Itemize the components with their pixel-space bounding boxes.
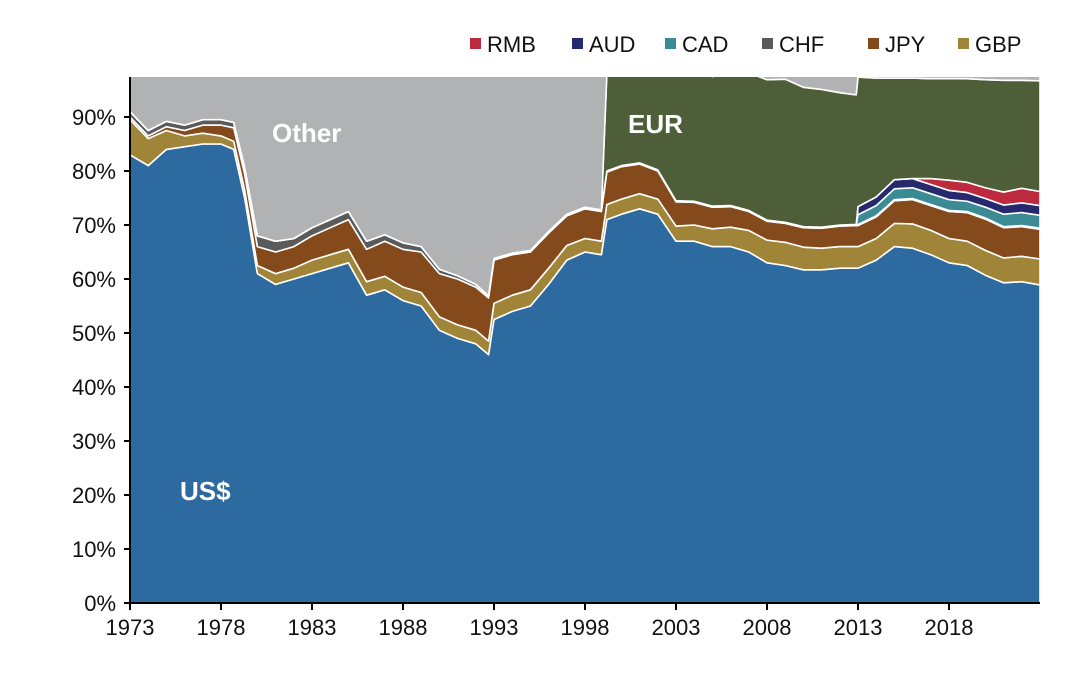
x-tick-label: 2003	[652, 615, 701, 640]
x-tick-label: 2008	[743, 615, 792, 640]
legend-item-chf: CHF	[762, 32, 824, 57]
x-tick-label: 1998	[561, 615, 610, 640]
legend-item-gbp: GBP	[958, 32, 1021, 57]
x-tick-label: 1973	[106, 615, 155, 640]
legend-label: RMB	[487, 32, 536, 57]
legend-item-cad: CAD	[665, 32, 728, 57]
legend-swatch	[762, 38, 773, 49]
legend-swatch	[868, 38, 879, 49]
y-tick-label: 30%	[72, 429, 116, 454]
axes: 0% 10% 20% 30% 40% 50% 60% 70% 80% 90% 1973 1978 198…	[72, 77, 1040, 640]
legend-label: GBP	[975, 32, 1021, 57]
x-tick-label: 2018	[925, 615, 974, 640]
y-tick-label: 0%	[84, 591, 116, 616]
legend-item-aud: AUD	[572, 32, 635, 57]
y-tick-label: 40%	[72, 375, 116, 400]
label-other: Other	[272, 118, 341, 148]
x-tick-label: 1983	[288, 615, 337, 640]
legend-label: JPY	[885, 32, 926, 57]
legend-swatch	[665, 38, 676, 49]
legend: RMB AUD CAD CHF JPY GBP	[470, 32, 1021, 57]
y-tick-label: 80%	[72, 159, 116, 184]
y-tick-label: 60%	[72, 267, 116, 292]
legend-swatch	[470, 38, 481, 49]
x-tick-label: 1978	[197, 615, 246, 640]
y-tick-label: 90%	[72, 105, 116, 130]
legend-swatch	[572, 38, 583, 49]
x-tick-label: 1988	[379, 615, 428, 640]
area-other	[131, 77, 1040, 297]
legend-item-jpy: JPY	[868, 32, 926, 57]
legend-swatch	[958, 38, 969, 49]
y-tick-label: 10%	[72, 537, 116, 562]
legend-label: CHF	[779, 32, 824, 57]
legend-label: CAD	[682, 32, 728, 57]
label-eur: EUR	[628, 109, 683, 139]
y-tick-label: 50%	[72, 321, 116, 346]
plot-area	[131, 77, 1040, 603]
y-tick-label: 20%	[72, 483, 116, 508]
label-usd: US$	[180, 476, 231, 506]
x-tick-label: 2013	[834, 615, 883, 640]
legend-label: AUD	[589, 32, 635, 57]
x-tick-label: 1993	[470, 615, 519, 640]
y-tick-label: 70%	[72, 213, 116, 238]
legend-item-rmb: RMB	[470, 32, 536, 57]
